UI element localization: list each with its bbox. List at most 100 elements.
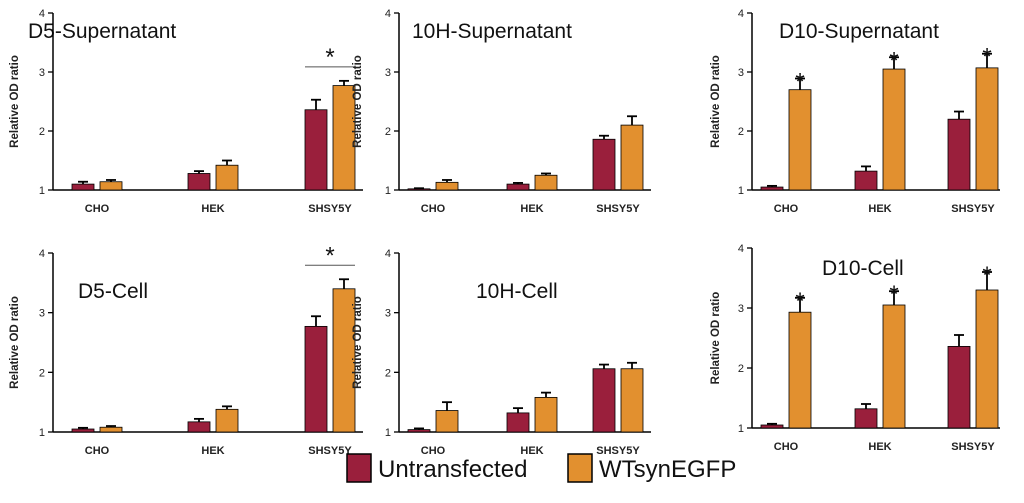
significance-star: * — [982, 262, 991, 289]
panel-title: 10H-Supernatant — [412, 20, 572, 43]
y-tick-label: 3 — [39, 308, 45, 320]
bar-wtsynegfp-hek — [882, 304, 906, 429]
bar-wtsynegfp-cho — [788, 89, 812, 191]
bar-untransfected-cho — [760, 424, 784, 429]
bar-untransfected-cho — [407, 429, 431, 433]
bar-untransfected-hek — [854, 170, 878, 191]
legend-swatch-wtsynegfp — [567, 453, 593, 483]
bar-wtsynegfp-hek — [534, 396, 558, 433]
y-tick-label: 1 — [385, 185, 391, 197]
panel-title: D5-Cell — [78, 280, 148, 303]
significance-star: * — [795, 68, 804, 95]
x-category-label: CHO — [421, 445, 446, 457]
bar-wtsynegfp-shsy5y — [620, 124, 644, 191]
y-tick-label: 3 — [385, 308, 391, 320]
significance-star: * — [982, 44, 991, 71]
x-category-label: SHSY5Y — [308, 203, 352, 215]
legend-label-wtsynegfp: WTsynEGFP — [599, 456, 736, 483]
bar-untransfected-shsy5y — [947, 345, 971, 429]
panel-4: D5-Cell Relative OD ratio 1 2 3 4 CHO HEK SHSY5Y… — [9, 242, 363, 457]
x-category-label: HEK — [520, 445, 543, 457]
y-tick-label: 2 — [385, 126, 391, 138]
y-axis-label: Relative OD ratio — [710, 292, 722, 385]
bar-wtsynegfp-hek — [215, 164, 239, 191]
y-tick-label: 3 — [738, 67, 744, 79]
y-tick-label: 3 — [385, 67, 391, 79]
bar-untransfected-cho — [71, 428, 95, 433]
y-tick-label: 1 — [738, 185, 744, 197]
bar-untransfected-shsy5y — [947, 118, 971, 191]
panel-title: D10-Supernatant — [779, 20, 939, 43]
bar-untransfected-hek — [506, 412, 530, 433]
y-tick-label: 1 — [385, 427, 391, 439]
y-tick-label: 2 — [738, 363, 744, 375]
y-tick-label: 1 — [39, 427, 45, 439]
panel-1: D5-Supernatant Relative OD ratio 1 2 3 4 CHO HE… — [9, 8, 363, 215]
significance-star: * — [325, 44, 334, 71]
bar-wtsynegfp-hek — [215, 408, 239, 433]
panel-title: D5-Supernatant — [28, 20, 176, 43]
bar-wtsynegfp-shsy5y — [975, 67, 999, 191]
bar-untransfected-shsy5y — [592, 368, 616, 433]
bar-untransfected-hek — [187, 173, 211, 191]
x-category-label: HEK — [868, 441, 891, 453]
bar-untransfected-hek — [854, 408, 878, 429]
panel-title: 10H-Cell — [476, 280, 558, 303]
x-category-label: CHO — [85, 445, 110, 457]
x-category-label: SHSY5Y — [596, 203, 640, 215]
y-tick-label: 2 — [385, 367, 391, 379]
bar-untransfected-shsy5y — [304, 325, 328, 433]
y-axis-label: Relative OD ratio — [352, 296, 364, 389]
y-tick-label: 3 — [39, 67, 45, 79]
y-tick-label: 2 — [39, 367, 45, 379]
bar-untransfected-cho — [760, 186, 784, 191]
bar-untransfected-cho — [71, 183, 95, 191]
bar-wtsynegfp-cho — [788, 311, 812, 429]
y-axis-label: Relative OD ratio — [352, 55, 364, 148]
y-tick-label: 3 — [738, 303, 744, 315]
bar-wtsynegfp-shsy5y — [975, 289, 999, 429]
bar-wtsynegfp-cho — [435, 410, 459, 433]
y-tick-label: 4 — [385, 248, 391, 260]
bar-untransfected-hek — [506, 183, 530, 191]
bar-wtsynegfp-cho — [435, 181, 459, 191]
bar-wtsynegfp-cho — [99, 181, 123, 191]
significance-star: * — [325, 242, 334, 269]
x-category-label: HEK — [520, 203, 543, 215]
significance-star: * — [795, 288, 804, 315]
y-tick-label: 2 — [39, 126, 45, 138]
panel-2: 10H-Supernatant Relative OD ratio 1 2 3 4 CHO H… — [352, 8, 651, 215]
significance-star: * — [889, 281, 898, 308]
y-tick-label: 4 — [385, 8, 391, 20]
y-axis-label: Relative OD ratio — [9, 296, 21, 389]
x-category-label: HEK — [201, 445, 224, 457]
bar-wtsynegfp-hek — [534, 174, 558, 191]
y-axis-label: Relative OD ratio — [710, 55, 722, 148]
x-category-label: CHO — [85, 203, 110, 215]
x-category-label: SHSY5Y — [308, 445, 352, 457]
y-tick-label: 4 — [39, 8, 45, 20]
y-tick-label: 1 — [39, 185, 45, 197]
bar-wtsynegfp-shsy5y — [620, 368, 644, 433]
bar-untransfected-shsy5y — [304, 109, 328, 191]
x-category-label: HEK — [201, 203, 224, 215]
x-category-label: HEK — [868, 203, 891, 215]
y-tick-label: 4 — [738, 8, 744, 20]
x-category-label: SHSY5Y — [596, 445, 640, 457]
significance-star: * — [889, 47, 898, 74]
panel-6: D10-Cell Relative OD ratio 1 2 3 4 CHO HEK SHSY5… — [710, 243, 1000, 453]
panel-5: 10H-Cell Relative OD ratio 1 2 3 4 CHO HEK SHSY5… — [352, 248, 651, 457]
y-tick-label: 4 — [738, 243, 744, 255]
panels-layer: D5-Supernatant Relative OD ratio 1 2 3 4 CHO HE… — [9, 8, 1000, 457]
x-category-label: SHSY5Y — [951, 203, 995, 215]
legend: Untransfected WTsynEGFP — [346, 453, 736, 483]
panel-title: D10-Cell — [822, 257, 904, 280]
x-category-label: CHO — [774, 203, 799, 215]
x-category-label: CHO — [421, 203, 446, 215]
panel-3: D10-Supernatant Relative OD ratio 1 2 3 4 CHO H… — [710, 8, 1000, 215]
y-tick-label: 2 — [738, 126, 744, 138]
legend-swatch-untransfected — [346, 453, 372, 483]
y-tick-label: 1 — [738, 423, 744, 435]
bar-untransfected-hek — [187, 421, 211, 433]
